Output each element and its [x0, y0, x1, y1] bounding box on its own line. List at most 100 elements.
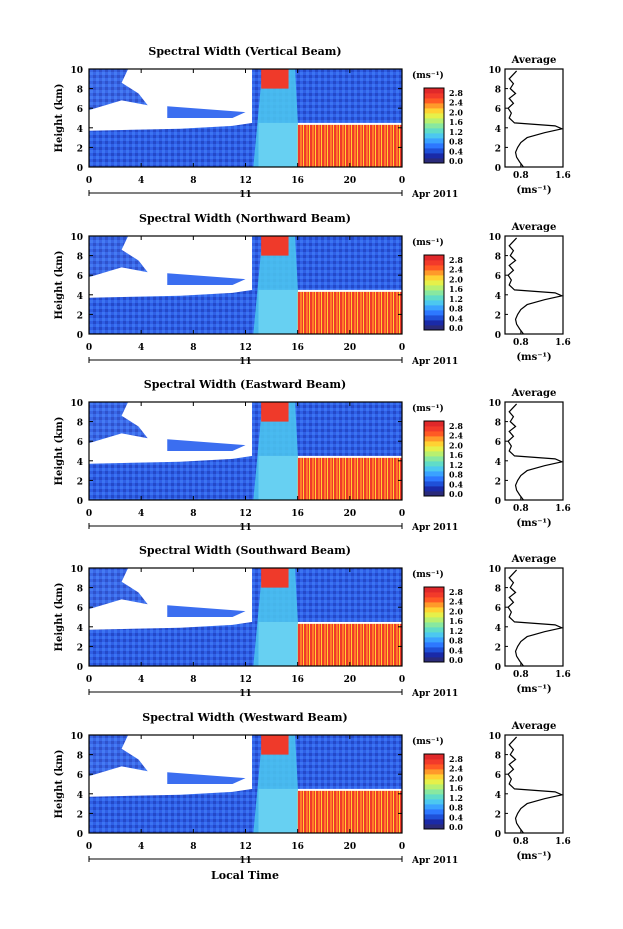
colorbar-segment [424, 148, 444, 154]
profile-y-tick-label: 8 [495, 585, 501, 595]
colorbar-tick-label: 2.0 [449, 274, 463, 284]
convective-core [261, 735, 289, 755]
colorbar-tick-label: 0.0 [449, 655, 463, 665]
beam-panel: Spectral Width (Southward Beam) 0 2 4 6 8 10 He… [54, 544, 571, 699]
profile-y-tick-label: 10 [488, 732, 501, 742]
colorbar-tick-label: 1.6 [449, 450, 463, 460]
profile-x-tick-label: 0.8 [513, 171, 529, 181]
profile-y-tick-label: 2 [495, 643, 501, 653]
y-tick-label: 0 [77, 164, 83, 174]
mid-level-echo [167, 772, 246, 784]
profile-y-tick-label: 4 [495, 292, 501, 302]
profile-y-tick-label: 2 [495, 810, 501, 820]
x-tick-label: 4 [138, 675, 144, 685]
colorbar-segment [424, 814, 444, 820]
y-axis-label: Height (km) [54, 583, 65, 652]
colorbar-tick-label: 1.2 [449, 294, 463, 304]
convective-column [253, 69, 301, 167]
x-tick-label: 16 [291, 842, 304, 852]
colorbar-frame [423, 586, 445, 663]
profile-x-tick-label: 0.8 [513, 670, 529, 680]
x-tick-label: 20 [344, 509, 357, 519]
profile-frame [504, 567, 564, 667]
low-level-echo [89, 787, 259, 833]
x-tick-label: 8 [190, 675, 196, 685]
y-tick-label: 8 [77, 253, 83, 263]
profile-frame [504, 68, 564, 168]
colorbar-segment [424, 153, 444, 159]
x-tick-label: 0 [86, 842, 92, 852]
x-tick-label: 8 [190, 842, 196, 852]
convective-column [253, 735, 301, 833]
y-axis-label: Height (km) [54, 417, 65, 486]
x-tick-label: 20 [344, 842, 357, 852]
month-label: Apr 2011 [411, 190, 458, 200]
month-label: Apr 2011 [411, 689, 458, 699]
profile-y-tick-label: 6 [495, 438, 501, 448]
profile-y-tick-label: 4 [495, 624, 501, 634]
profile-x-tick-label: 0.8 [513, 338, 529, 348]
profile-y-tick-label: 10 [488, 565, 501, 575]
colorbar-tick-label: 2.8 [449, 255, 463, 265]
profile-title: Average [511, 554, 557, 565]
profile-y-tick-label: 2 [495, 144, 501, 154]
x-tick-label: 0 [86, 343, 92, 353]
profile-y-tick-label: 0 [495, 331, 501, 341]
colorbar-tick-label: 1.2 [449, 127, 463, 137]
y-tick-label: 4 [77, 125, 83, 135]
x-tick-label: 8 [190, 509, 196, 519]
mid-level-echo [167, 106, 246, 118]
profile-y-tick-label: 6 [495, 604, 501, 614]
profile-line [507, 403, 564, 501]
profile-y-tick-label: 0 [495, 663, 501, 673]
profile-y-tick-label: 4 [495, 125, 501, 135]
profile-line [507, 569, 564, 667]
colorbar-segment [424, 647, 444, 653]
convective-core [261, 568, 289, 588]
convective-column [253, 236, 301, 334]
profile-y-tick-label: 2 [495, 477, 501, 487]
profile-y-tick-label: 10 [488, 66, 501, 76]
colorbar-segment [424, 486, 444, 492]
profile-y-tick-label: 0 [495, 830, 501, 840]
colorbar-segment [424, 133, 444, 139]
mid-level-echo [167, 273, 246, 285]
profile-x-tick-label: 0.8 [513, 837, 529, 847]
upper-left-echo [89, 402, 148, 444]
month-label: Apr 2011 [411, 357, 458, 367]
colorbar-segment [424, 592, 444, 598]
colorbar-tick-label: 2.8 [449, 754, 463, 764]
colorbar-tick-label: 2.0 [449, 606, 463, 616]
beam-panel: Spectral Width (Northward Beam) 0 2 4 6 8 10 He… [54, 212, 571, 367]
colorbar-segment [424, 779, 444, 785]
low-level-echo [89, 288, 259, 334]
colorbar-tick-label: 1.2 [449, 460, 463, 470]
x-tick-label: 16 [291, 176, 304, 186]
colorbar-tick-label: 2.4 [449, 597, 463, 607]
colorbar-tick-label: 1.6 [449, 284, 463, 294]
colorbar-segment [424, 431, 444, 437]
profile-y-tick-label: 4 [495, 791, 501, 801]
y-tick-label: 4 [77, 791, 83, 801]
beam-panel: Spectral Width (Westward Beam) 0 2 4 6 8 10 Hei… [54, 711, 571, 866]
x-tick-label: 12 [239, 343, 252, 353]
colorbar-segment [424, 461, 444, 467]
colorbar-unit: (ms⁻¹) [412, 736, 444, 747]
x-tick-label: 0 [86, 176, 92, 186]
colorbar-tick-label: 2.8 [449, 587, 463, 597]
colorbar-segment [424, 128, 444, 134]
colorbar-tick-label: 2.4 [449, 265, 463, 275]
profile-y-tick-label: 0 [495, 164, 501, 174]
colorbar-segment [424, 426, 444, 432]
colorbar-segment [424, 652, 444, 658]
colorbar-tick-label: 0.4 [449, 645, 463, 655]
colorbar-segment [424, 113, 444, 119]
colorbar-segment [424, 602, 444, 608]
colorbar-tick-label: 0.8 [449, 137, 463, 147]
colorbar-segment [424, 587, 444, 593]
x-tick-label: 0 [86, 675, 92, 685]
profile-y-tick-label: 8 [495, 419, 501, 429]
upper-left-echo [89, 236, 148, 278]
colorbar-tick-label: 0.4 [449, 812, 463, 822]
x-tick-label: 4 [138, 343, 144, 353]
